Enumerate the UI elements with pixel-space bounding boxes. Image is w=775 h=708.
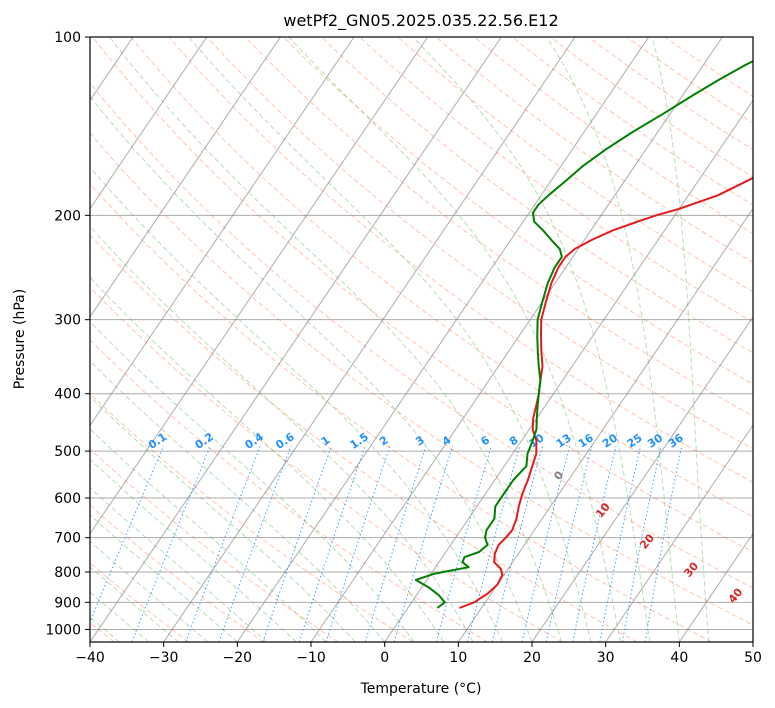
moist-adiabat xyxy=(90,225,474,642)
dry-adiabat xyxy=(90,339,488,642)
y-tick-label: 100 xyxy=(54,30,81,46)
dry-adiabat xyxy=(90,393,414,642)
x-tick-label: −40 xyxy=(75,650,105,666)
mixing-ratio-line xyxy=(185,445,261,642)
moist-adiabat xyxy=(90,395,356,642)
dry-adiabat xyxy=(90,448,339,642)
y-tick-label: 700 xyxy=(54,531,81,547)
x-tick-label: −20 xyxy=(223,650,253,666)
isotherm xyxy=(90,37,429,535)
moist-adiabat xyxy=(90,276,445,642)
dry-adiabat xyxy=(244,37,753,417)
moist-adiabat xyxy=(90,540,209,642)
background-lines xyxy=(0,37,753,642)
x-tick-label: 50 xyxy=(744,650,762,666)
sounding-profiles xyxy=(414,60,753,609)
dry-adiabat xyxy=(435,37,753,264)
dry-adiabat xyxy=(206,37,753,450)
x-tick-label: 0 xyxy=(380,650,389,666)
isotherm xyxy=(163,37,576,642)
isotherm xyxy=(0,37,59,642)
dry-adiabat xyxy=(359,37,753,323)
isotherm xyxy=(531,316,753,642)
plot-frame xyxy=(89,36,754,643)
isotherm xyxy=(90,37,502,642)
isotherm xyxy=(236,37,650,642)
mixing-ratio-line xyxy=(491,445,543,642)
x-tick-label: 40 xyxy=(670,650,688,666)
dry-adiabat xyxy=(130,37,753,518)
x-axis: −40 −30 −20 −10 0 10 20 30 40 50 xyxy=(75,642,762,666)
dry-adiabat xyxy=(90,82,753,589)
mixing-ratio-line xyxy=(599,445,642,642)
y-tick-label: 1000 xyxy=(45,622,81,638)
moist-adiabat xyxy=(90,566,179,642)
isotherm xyxy=(384,99,753,642)
moist-adiabat xyxy=(109,37,562,642)
mixing-ratio-line xyxy=(262,445,332,642)
moist-adiabat xyxy=(412,37,651,642)
x-tick-label: −10 xyxy=(296,650,326,666)
mixing-ratio-line xyxy=(467,445,521,642)
x-tick-label: −30 xyxy=(149,650,179,666)
dry-adiabat-label: -10 xyxy=(53,413,76,437)
mixing-ratio-line xyxy=(218,445,292,642)
plot-background xyxy=(90,37,753,642)
dry-adiabat xyxy=(90,286,563,642)
y-tick-label: 500 xyxy=(54,444,81,460)
y-tick-label: 400 xyxy=(54,387,81,403)
mixing-ratio-line xyxy=(131,445,211,642)
y-tick-label: 900 xyxy=(54,595,81,611)
moist-adiabat xyxy=(651,37,710,642)
isotherm xyxy=(752,641,753,642)
moist-adiabat xyxy=(90,360,386,642)
x-tick-label: 10 xyxy=(449,650,467,666)
dry-adiabat xyxy=(168,37,753,483)
x-axis-label: Temperature (°C) xyxy=(360,681,482,697)
y-tick-label: 200 xyxy=(54,208,81,224)
y-tick-label: 300 xyxy=(54,313,81,329)
moist-adiabat xyxy=(188,37,592,642)
isotherm xyxy=(90,37,281,318)
mixing-ratio-line xyxy=(644,445,683,642)
mixing-ratio-line xyxy=(90,445,165,624)
chart-title: wetPf2_GN05.2025.035.22.56.E12 xyxy=(283,11,558,31)
dry-adiabat xyxy=(588,37,753,151)
dry-adiabat xyxy=(473,37,753,235)
isotherm xyxy=(605,424,753,642)
dry-adiabat xyxy=(283,37,753,385)
moist-adiabat xyxy=(90,458,297,642)
y-tick-label: 600 xyxy=(54,491,81,507)
dry-adiabat xyxy=(92,37,753,553)
dry-adiabat xyxy=(550,37,753,178)
mixing-ratio-line xyxy=(298,445,366,642)
mixing-ratio-line xyxy=(521,445,571,642)
mixing-ratio-line xyxy=(545,445,593,642)
temperature-profile xyxy=(459,176,753,609)
isotherm xyxy=(90,37,208,210)
dry-adiabat xyxy=(90,132,753,626)
mixing-ratio-line xyxy=(572,445,617,642)
dry-adiabat xyxy=(321,37,753,354)
mixing-ratio-line xyxy=(621,445,662,642)
moist-adiabat xyxy=(546,37,680,642)
moist-adiabat xyxy=(90,166,503,642)
y-axis-label: Pressure (hPa) xyxy=(12,289,28,389)
moist-adiabat xyxy=(90,428,327,642)
isotherm xyxy=(310,37,723,642)
dewpoint-profile xyxy=(414,60,753,609)
moist-adiabat xyxy=(288,37,621,642)
y-tick-label: 800 xyxy=(54,565,81,581)
isotherm xyxy=(678,532,753,642)
isotherm xyxy=(457,207,753,642)
isotherm xyxy=(90,37,355,427)
moist-adiabat xyxy=(90,514,238,642)
dry-adiabat xyxy=(90,182,712,642)
y-axis: 100 200 300 400 500 600 700 800 900 1000 xyxy=(45,30,90,638)
x-tick-label: 20 xyxy=(523,650,541,666)
x-tick-label: 30 xyxy=(597,650,615,666)
